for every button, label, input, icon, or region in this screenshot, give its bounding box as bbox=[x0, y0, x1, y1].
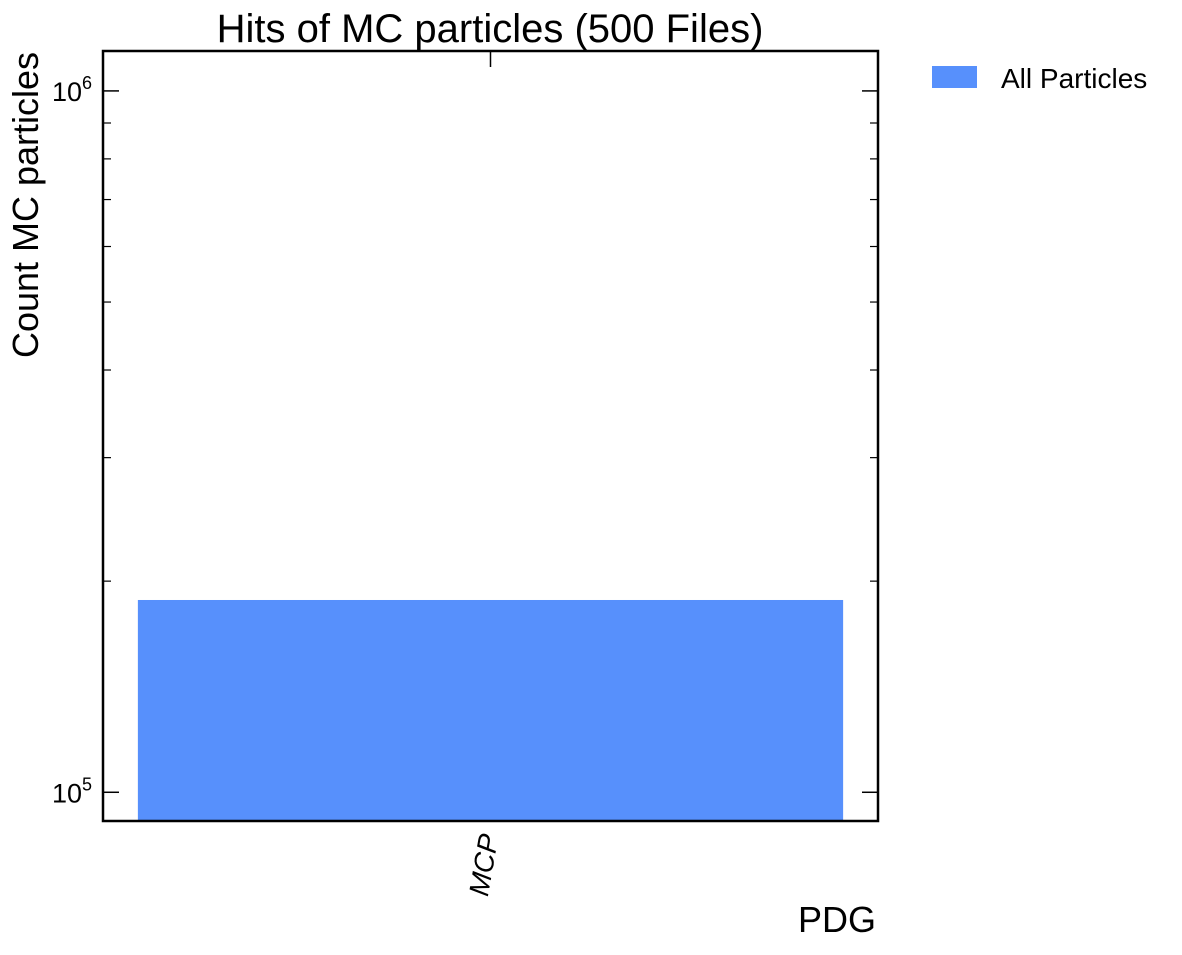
x-tick-label: MCP bbox=[463, 831, 504, 898]
x-axis-label: PDG bbox=[798, 899, 876, 940]
legend-label: All Particles bbox=[1001, 63, 1147, 94]
bars-group bbox=[137, 599, 844, 821]
bar-mcp bbox=[137, 599, 844, 821]
y-tick-exponent: 5 bbox=[82, 774, 92, 794]
chart-title: Hits of MC particles (500 Files) bbox=[217, 7, 764, 51]
legend-swatch bbox=[932, 66, 977, 88]
legend: All Particles bbox=[932, 63, 1147, 94]
y-axis-minor-ticks bbox=[103, 122, 878, 582]
y-tick-label: 106 bbox=[52, 73, 92, 107]
y-tick-label: 105 bbox=[52, 774, 92, 808]
y-axis-label: Count MC particles bbox=[5, 52, 46, 358]
plot-frame bbox=[101, 49, 880, 823]
y-tick-exponent: 6 bbox=[82, 73, 92, 93]
